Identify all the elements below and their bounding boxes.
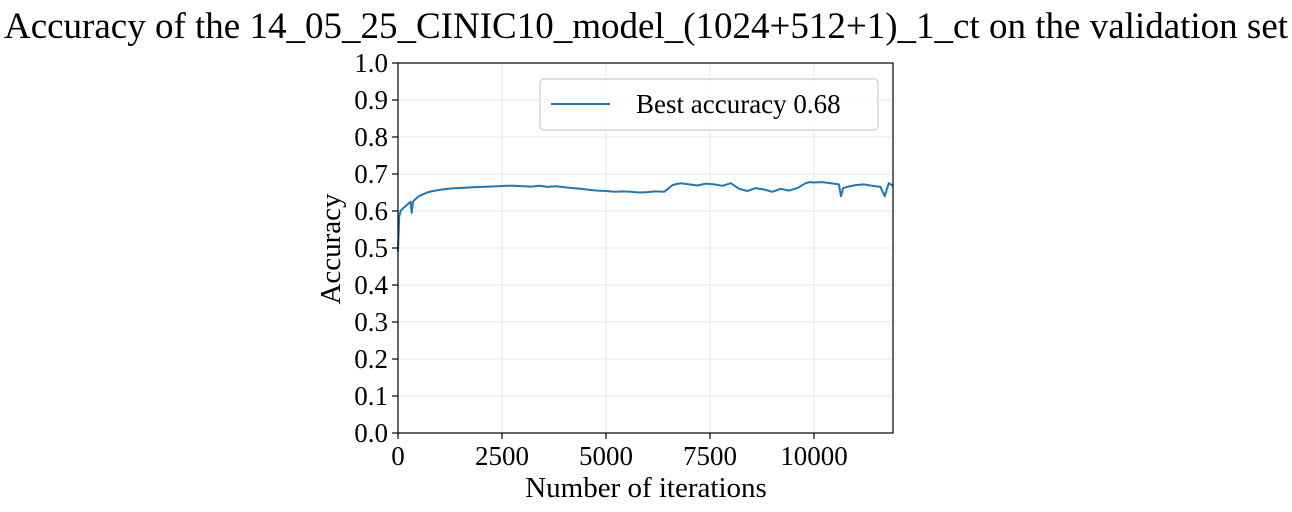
x-axis-label: Number of iterations (525, 472, 767, 504)
x-tick-label-1: 2500 (475, 441, 529, 471)
plot-area (397, 181, 894, 252)
legend-entry-label: Best accuracy 0.68 (636, 89, 841, 119)
y-tick-label-2: 0.2 (354, 344, 388, 374)
legend-frame (539, 78, 879, 131)
series-line-best-accuracy (397, 181, 894, 252)
y-tick-label-9: 0.9 (354, 85, 388, 115)
x-tick-label-3: 7500 (683, 441, 737, 471)
y-tick-label-1: 0.1 (354, 381, 388, 411)
y-tick-label-6: 0.6 (354, 196, 388, 226)
legend: Best accuracy 0.68 (539, 78, 879, 131)
y-tick-label-7: 0.7 (354, 159, 388, 189)
axes (392, 62, 894, 439)
x-tick-label-4: 10000 (780, 441, 848, 471)
x-tick-label-0: 0 (391, 441, 405, 471)
chart-title: Accuracy of the 14_05_25_CINIC10_model_(… (4, 6, 1289, 47)
y-tick-label-8: 0.8 (354, 122, 388, 152)
y-tick-label-10: 1.0 (354, 48, 388, 78)
tick-labels: 0 2500 5000 7500 10000 0.0 0.1 0.2 0.3 0.4 0.5 0.6 0… (354, 48, 847, 471)
y-tick-label-5: 0.5 (354, 233, 388, 263)
y-tick-label-4: 0.4 (354, 270, 388, 300)
x-tick-label-2: 5000 (579, 441, 633, 471)
y-tick-label-0: 0.0 (354, 418, 388, 448)
y-axis-label: Accuracy (315, 193, 347, 305)
y-tick-label-3: 0.3 (354, 307, 388, 337)
